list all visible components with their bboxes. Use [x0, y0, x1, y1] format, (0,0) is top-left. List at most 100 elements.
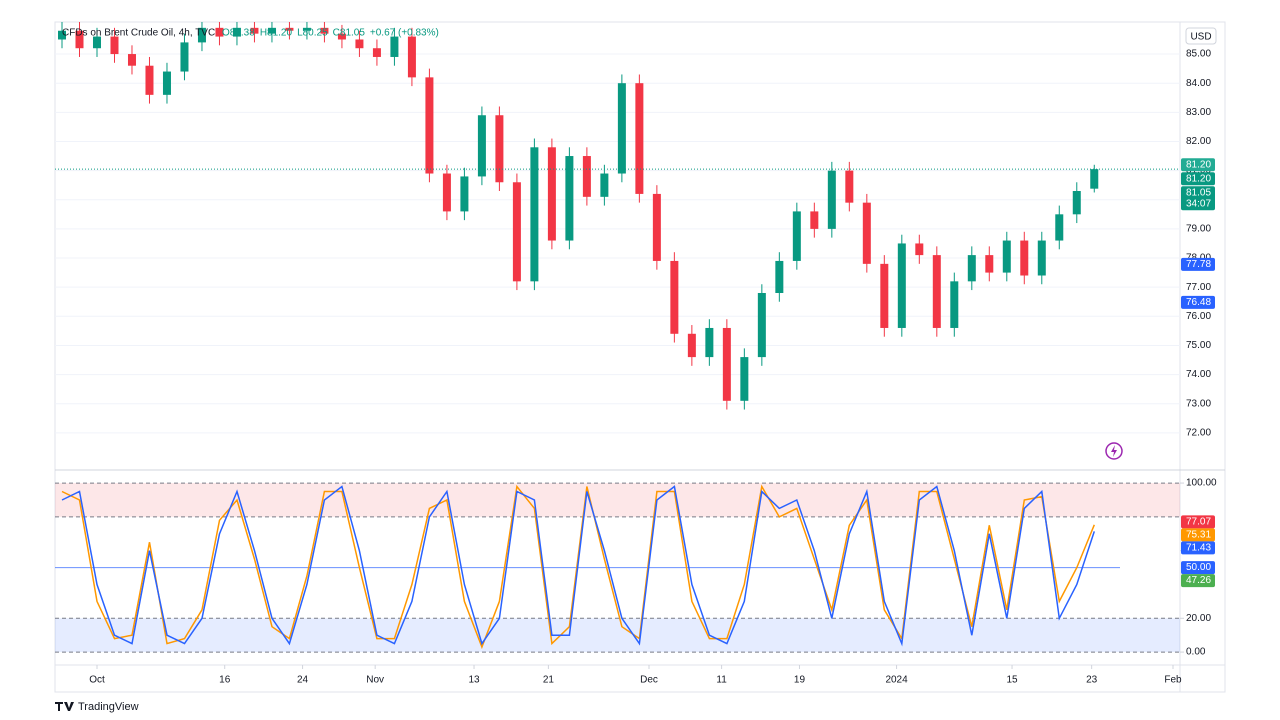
price-badge-label: 81.20: [1186, 159, 1211, 170]
frame: [54, 21, 1226, 693]
candle-body: [687, 333, 696, 358]
price-badge: [1181, 295, 1215, 309]
candle-body: [530, 147, 539, 282]
y-tick-label: 77.00: [1186, 282, 1211, 293]
y-tick-label: 84.00: [1186, 78, 1211, 89]
x-tick-label: 15: [1006, 675, 1018, 686]
y-tick-label: 82.00: [1186, 136, 1211, 147]
candle-body: [547, 147, 556, 241]
candle-body: [915, 243, 924, 256]
level-badge: [1181, 528, 1215, 542]
candle-body: [810, 211, 819, 229]
y-tick-label: 72.00: [1186, 428, 1211, 439]
candle-body: [302, 27, 311, 31]
candle-body: [967, 255, 976, 282]
candle-body: [512, 182, 521, 282]
x-tick-label: 23: [1086, 675, 1098, 686]
level-badge-label: 47.26: [1186, 575, 1211, 586]
candle-body: [932, 255, 941, 328]
candle-body: [880, 263, 889, 328]
x-tick-label: 19: [794, 675, 806, 686]
candle-body: [407, 36, 416, 78]
oscillator-line: [61, 485, 1096, 647]
price-badge: [1181, 158, 1215, 172]
candle-body: [460, 176, 469, 212]
ohlc-value: L80.25: [297, 28, 328, 39]
candle-body: [705, 327, 714, 358]
level-badge: [1181, 574, 1215, 588]
candle-body: [127, 54, 136, 66]
candle-body: [285, 27, 294, 31]
price-badge: [1181, 172, 1215, 186]
candle-body: [425, 77, 434, 174]
currency: USD: [1190, 32, 1211, 43]
candle-body: [670, 260, 679, 334]
price-badge-label: 76.48: [1186, 297, 1211, 308]
candle-body: [635, 83, 644, 194]
y-tick-label: 73.00: [1186, 398, 1211, 409]
x-tick-label: Feb: [1164, 675, 1182, 686]
ohlc-legend: O80.38 H81.20 L80.25 C81.05 +0.67 (+0.83%): [222, 28, 439, 39]
x-tick-label: 16: [219, 675, 231, 686]
alert-icon[interactable]: [1105, 442, 1123, 460]
countdown: 34:07: [1186, 198, 1211, 209]
candle-body: [250, 27, 259, 34]
candle-body: [1020, 240, 1029, 276]
y-tick-label: 0.00: [1186, 647, 1206, 658]
price-badge-label: 81.20: [1186, 173, 1211, 184]
y-tick-label: 100.00: [1186, 478, 1217, 489]
candle-body: [57, 30, 66, 40]
candle-body: [1037, 240, 1046, 276]
x-tick-label: Nov: [366, 675, 384, 686]
candle-body: [162, 71, 171, 95]
y-tick-label: 74.00: [1186, 369, 1211, 380]
ohlc-value: C81.05: [333, 28, 366, 39]
candle-body: [845, 170, 854, 203]
level-badge-label: 77.07: [1186, 516, 1211, 527]
candle-body: [827, 170, 836, 229]
candle-body: [722, 327, 731, 401]
candle-body: [1002, 240, 1011, 273]
level-badge: [1181, 561, 1215, 575]
y-tick-label: 20.00: [1186, 613, 1211, 624]
level-badge-label: 71.43: [1186, 542, 1211, 553]
candle-body: [950, 281, 959, 328]
candle-body: [617, 83, 626, 174]
candle-body: [985, 255, 994, 273]
candle-body: [1072, 191, 1081, 215]
candle-body: [372, 48, 381, 57]
candle-body: [862, 202, 871, 264]
level-badge: [1181, 515, 1215, 529]
y-tick-label: 85.00: [1186, 49, 1211, 60]
candle-body: [757, 292, 766, 358]
oscillator-pane: [55, 482, 1180, 653]
candle-body: [565, 156, 574, 241]
candle-body: [145, 65, 154, 95]
y-tick-label: 79.00: [1186, 224, 1211, 235]
candle-body: [75, 30, 84, 49]
candle-body: [320, 27, 329, 34]
candle-body: [355, 39, 364, 49]
axes: 72.0073.0074.0075.0076.0077.0078.0079.00…: [89, 49, 1217, 686]
y-tick-label: 76.00: [1186, 311, 1211, 322]
candle-body: [442, 173, 451, 212]
x-tick-label: Oct: [89, 675, 105, 686]
ohlc-value: O80.38: [222, 28, 255, 39]
logo: [55, 702, 74, 711]
candle-body: [1055, 214, 1064, 241]
ohlc-value: H81.20: [260, 28, 293, 39]
x-tick-label: 11: [716, 675, 727, 686]
level-badge: [1181, 541, 1215, 555]
candle-body: [180, 42, 189, 72]
price-badge-label: 81.05: [1186, 187, 1211, 198]
oscillator-line: [61, 484, 1095, 650]
level-badge-label: 50.00: [1186, 562, 1211, 573]
candle-body: [110, 36, 119, 55]
band: [55, 618, 1180, 653]
brand: TradingView: [78, 701, 139, 713]
x-tick-label: Dec: [640, 675, 658, 686]
candle-body: [92, 36, 101, 49]
price-badge-label: 77.78: [1186, 259, 1211, 270]
